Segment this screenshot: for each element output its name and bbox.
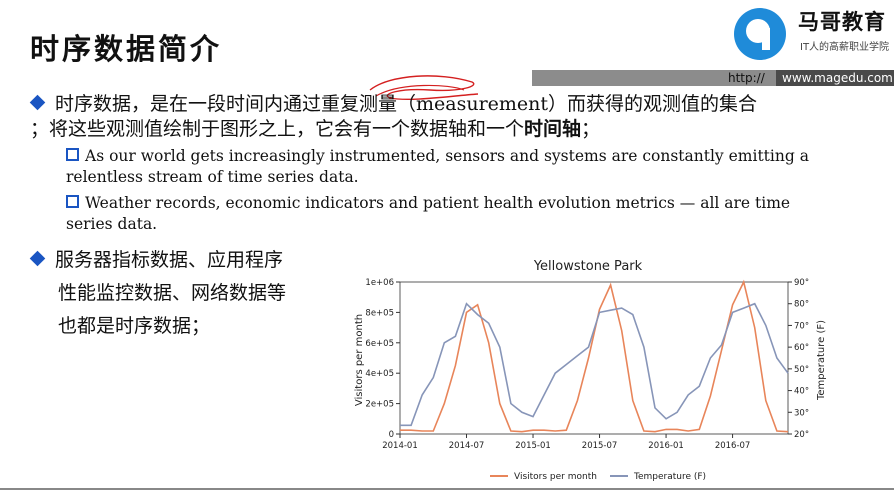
x-tick-label: 2016-07 [715,441,751,451]
y-right-tick-label: 30° [794,408,809,418]
chart-title: Yellowstone Park [533,259,643,274]
sub2-text: Weather records, economic indicators and… [66,194,791,233]
bottom-divider [0,488,894,490]
diamond-bullet-icon [29,250,46,267]
y-right-tick-label: 20° [794,430,809,440]
url-banner: http:// www.magedu.com [532,70,894,86]
y-right-tick-label: 50° [794,365,809,375]
sub-bullet-1: As our world gets increasingly instrumen… [66,146,836,188]
page-title: 时序数据简介 [30,32,223,66]
y-right-tick-label: 40° [794,387,809,397]
temperature-line [400,302,789,427]
bullet1-end: ； [581,118,601,140]
y-left-tick-label: 1e+06 [365,278,394,288]
x-tick-label: 2014-07 [449,441,485,451]
square-bullet-icon [66,195,79,208]
bullet-timeseries-definition: 时序数据，是在一段时间内通过重复测量（measurement）而获得的观测值的集… [29,92,870,142]
yellowstone-chart: Yellowstone Park Visitors per month Temp… [354,259,827,482]
brand-logo: 马哥教育 IT人的高薪职业学院 [728,2,894,62]
diamond-bullet-icon [29,94,46,111]
url-prefix: http:// [728,71,765,85]
legend-label: Temperature (F) [633,472,706,482]
visitors-line [400,279,789,433]
brand-slogan: IT人的高薪职业学院 [800,42,890,53]
bullet2-line2: 性能监控数据、网络数据等 [58,282,287,304]
bullet2-line1: 服务器指标数据、应用程序 [55,249,284,271]
bullet1-text-cont: ；将这些观测值绘制于图形之上，它会有一个数据轴和一个 [30,118,525,140]
y-axis-label-right: Temperature (F) [816,320,827,401]
y-left-tick-label: 4e+05 [365,369,394,379]
axis-ticks: 0 2e+05 4e+05 6e+05 8e+05 1e+06 20° 30° 40° 50° 60… [365,278,809,451]
sub1-text: As our world gets increasingly instrumen… [66,147,809,186]
plot-frame [399,281,789,435]
bullet1-text: 时序数据，是在一段时间内通过重复测量（measurement）而获得的观测值的集… [55,93,758,115]
y-right-tick-label: 80° [794,300,809,310]
bullet-other-timeseries: 服务器指标数据、应用程序 性能监控数据、网络数据等 也都是时序数据； [29,244,330,343]
y-axis-label-left: Visitors per month [354,314,365,406]
handwritten-scribble-icon [369,75,479,101]
y-left-tick-label: 0 [389,430,394,440]
sub-bullet-2: Weather records, economic indicators and… [66,193,836,235]
chart-legend: Visitors per month Temperature (F) [490,472,706,482]
y-left-tick-label: 2e+05 [365,400,394,410]
y-left-tick-label: 6e+05 [365,339,394,349]
site-url: www.magedu.com [782,71,893,85]
x-tick-label: 2014-01 [382,441,418,451]
y-left-tick-label: 8e+05 [365,308,394,318]
brand-name: 马哥教育 [798,10,886,34]
y-right-tick-label: 90° [794,278,809,288]
square-bullet-icon [66,148,79,161]
x-tick-label: 2015-01 [515,441,551,451]
magedu-logo-icon [734,8,786,60]
bullet1-bold: 时间轴 [524,118,582,140]
x-tick-label: 2016-01 [648,441,684,451]
series-lines [400,279,789,433]
y-right-tick-label: 60° [794,343,809,353]
bullet2-line3: 也都是时序数据； [58,315,211,337]
x-tick-label: 2015-07 [582,441,618,451]
y-right-tick-label: 70° [794,321,809,331]
legend-label: Visitors per month [514,472,597,482]
